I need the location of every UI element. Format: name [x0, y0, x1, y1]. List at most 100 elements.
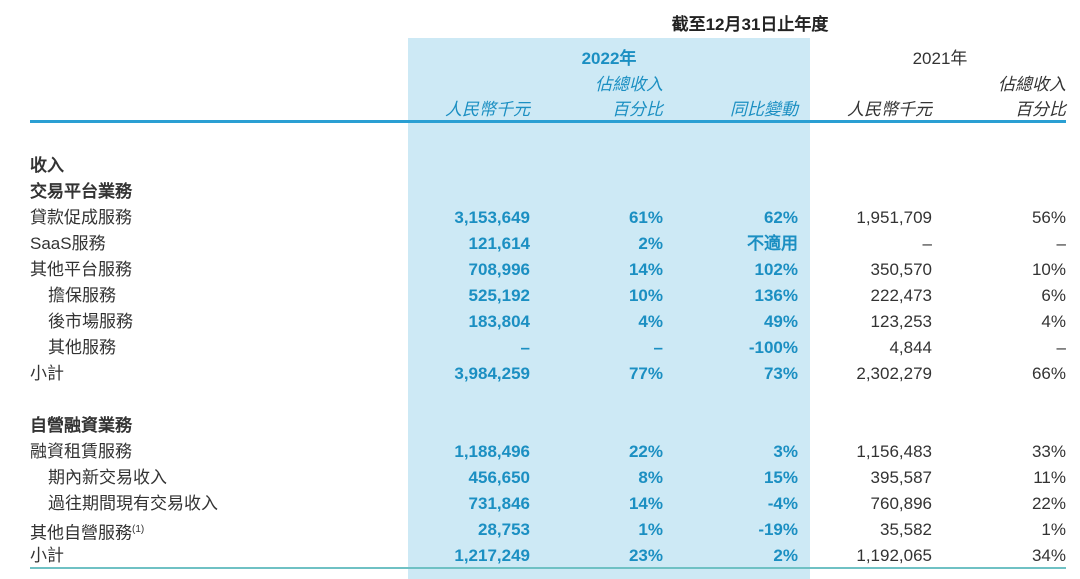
pct-2021-cell: 11%	[1033, 468, 1066, 487]
yoy-change-cell: 3%	[773, 442, 798, 461]
rmb-2021-cell: 760,896	[870, 494, 932, 513]
row-label: 貸款促成服務	[30, 205, 132, 231]
pct-2022-cell: 22%	[628, 442, 663, 461]
row-label-text: 交易平台業務	[30, 182, 132, 201]
row-label-text: 過往期間現有交易收入	[48, 494, 218, 513]
yoy-change-cell: 62%	[763, 208, 798, 227]
table-row: 其他平台服務 708,996 14% 102% 350,570 10%	[0, 257, 1080, 283]
rmb-2022-cell: 3,153,649	[454, 208, 530, 227]
pct-2022-cell: 14%	[628, 494, 663, 513]
pct-2022-cell: –	[653, 338, 663, 357]
row-label: 收入	[30, 153, 64, 179]
yoy-change-cell: -19%	[758, 520, 798, 539]
row-label: 融資租賃服務	[30, 439, 132, 465]
row-label-text: 後市場服務	[48, 312, 133, 331]
header-rule	[30, 120, 1066, 123]
rmb-2021-cell: –	[922, 234, 932, 253]
pct-2022-cell: 77%	[628, 364, 663, 383]
table-row: 過往期間現有交易收入 731,846 14% -4% 760,896 22%	[0, 491, 1080, 517]
footnote-marker: (1)	[132, 524, 145, 535]
table-row: 自營融資業務	[0, 413, 1080, 439]
pct-2021-cell: 10%	[1031, 260, 1066, 279]
rmb-2022-cell: 121,614	[468, 234, 530, 253]
pct-2022-cell: 8%	[638, 468, 663, 487]
table-row	[0, 387, 1080, 413]
yoy-change-cell: 不適用	[747, 234, 798, 253]
rmb-2022-cell: 28,753	[478, 520, 530, 539]
pct-2021-cell: 6%	[1041, 286, 1066, 305]
col-2021-pct-line2: 百分比	[1015, 100, 1066, 119]
rmb-2022-cell: –	[520, 338, 530, 357]
rmb-2022-cell: 456,650	[468, 468, 530, 487]
table-row: 小計 3,984,259 77% 73% 2,302,279 66%	[0, 361, 1080, 387]
row-label-text: 期內新交易收入	[48, 468, 167, 487]
pct-2021-cell: –	[1056, 338, 1066, 357]
yoy-change-cell: 136%	[754, 286, 798, 305]
period-heading: 截至12月31日止年度	[671, 15, 829, 34]
row-label: 自營融資業務	[30, 413, 132, 439]
col-2022-rmb: 人民幣千元	[445, 100, 530, 119]
table-row: 貸款促成服務 3,153,649 61% 62% 1,951,709 56%	[0, 205, 1080, 231]
table-row: 其他服務 – – -100% 4,844 –	[0, 335, 1080, 361]
pct-2022-cell: 1%	[638, 520, 663, 539]
row-label-text: 小計	[30, 546, 64, 565]
row-label-text: 其他平台服務	[30, 260, 132, 279]
row-label: 期內新交易收入	[48, 465, 167, 491]
pct-2022-cell: 14%	[628, 260, 663, 279]
rmb-2022-cell: 731,846	[468, 494, 530, 513]
year-2021-heading: 2021年	[912, 49, 968, 68]
pct-2021-cell: 4%	[1041, 312, 1066, 331]
col-2022-pct-line1: 佔總收入	[595, 75, 663, 94]
rmb-2021-cell: 2,302,279	[856, 364, 932, 383]
row-label-text: 貸款促成服務	[30, 208, 132, 227]
table-row: 其他自營服務(1) 28,753 1% -19% 35,582 1%	[0, 517, 1080, 543]
pct-2022-cell: 61%	[628, 208, 663, 227]
pct-2021-cell: –	[1056, 234, 1066, 253]
yoy-change-cell: -100%	[748, 338, 798, 357]
col-yoy: 同比變動	[730, 100, 798, 119]
row-label-text: 其他自營服務	[30, 523, 132, 543]
rmb-2021-cell: 350,570	[870, 260, 932, 279]
yoy-change-cell: -4%	[767, 494, 798, 513]
rmb-2021-cell: 222,473	[870, 286, 932, 305]
rmb-2021-cell: 395,587	[870, 468, 932, 487]
row-label: 過往期間現有交易收入	[48, 491, 218, 517]
rmb-2021-cell: 4,844	[889, 338, 932, 357]
fy2022-highlight-band	[408, 38, 810, 579]
row-label: SaaS服務	[30, 231, 106, 257]
pct-2021-cell: 33%	[1031, 442, 1066, 461]
pct-2021-cell: 66%	[1031, 364, 1066, 383]
row-label: 小計	[30, 361, 64, 387]
rmb-2022-cell: 708,996	[468, 260, 530, 279]
pct-2021-cell: 22%	[1031, 494, 1066, 513]
rmb-2021-cell: 1,951,709	[856, 208, 932, 227]
pct-2022-cell: 4%	[638, 312, 663, 331]
row-label-text: 融資租賃服務	[30, 442, 132, 461]
row-label: 後市場服務	[48, 309, 133, 335]
table-row: 擔保服務 525,192 10% 136% 222,473 6%	[0, 283, 1080, 309]
pct-2022-cell: 10%	[628, 286, 663, 305]
bottom-rule	[30, 567, 1066, 569]
table-row: 收入	[0, 153, 1080, 179]
rmb-2022-cell: 525,192	[468, 286, 530, 305]
row-label-text: 小計	[30, 364, 64, 383]
table-row: 期內新交易收入 456,650 8% 15% 395,587 11%	[0, 465, 1080, 491]
yoy-change-cell: 49%	[763, 312, 798, 331]
rmb-2022-cell: 1,217,249	[454, 546, 530, 565]
row-label: 小計	[30, 543, 64, 569]
pct-2021-cell: 1%	[1041, 520, 1066, 539]
row-label-text: 擔保服務	[48, 286, 116, 305]
row-label-text: 自營融資業務	[30, 416, 132, 435]
yoy-change-cell: 73%	[763, 364, 798, 383]
row-label: 其他自營服務(1)	[30, 517, 144, 547]
yoy-change-cell: 15%	[763, 468, 798, 487]
table-row: 小計 1,217,249 23% 2% 1,192,065 34%	[0, 543, 1080, 569]
col-2021-pct-line1: 佔總收入	[998, 75, 1066, 94]
pct-2021-cell: 56%	[1031, 208, 1066, 227]
row-label: 交易平台業務	[30, 179, 132, 205]
row-label: 其他服務	[48, 335, 116, 361]
col-2022-pct-line2: 百分比	[612, 100, 663, 119]
table-row: 後市場服務 183,804 4% 49% 123,253 4%	[0, 309, 1080, 335]
rmb-2021-cell: 35,582	[880, 520, 932, 539]
revenue-table-body: 收入交易平台業務 貸款促成服務 3,153,649 61% 62% 1,951,709 56…	[0, 153, 1080, 569]
